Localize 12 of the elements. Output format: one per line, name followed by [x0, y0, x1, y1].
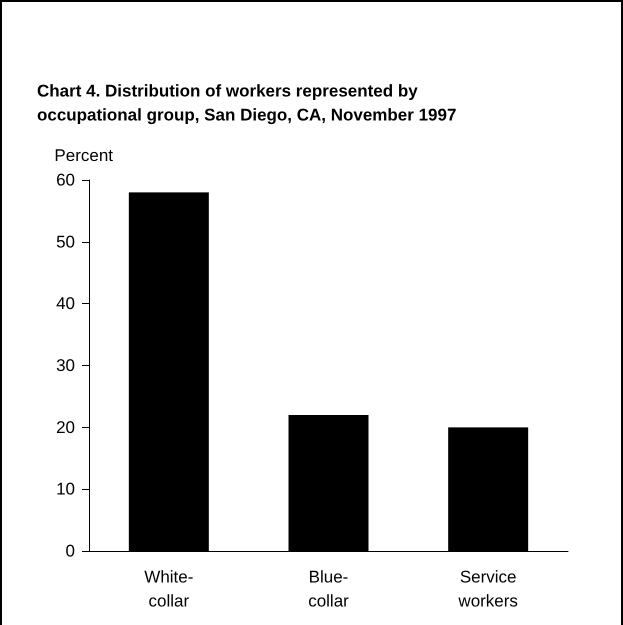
y-tick-label: 20 [56, 418, 75, 437]
y-tick-label: 0 [66, 542, 75, 560]
y-tick-label: 40 [56, 294, 75, 314]
x-tick-label: Blue- collar [308, 568, 350, 610]
y-tick-label: 60 [56, 170, 75, 190]
x-tick-label: White- collar [144, 568, 194, 610]
y-axis-title: Percent [54, 146, 114, 165]
x-tick-label: Service workers [457, 568, 518, 610]
y-tick-label: 30 [56, 356, 75, 375]
chart-title: Chart 4. Distribution of workers represented by occupational group, San Diego, CA, November 1997 [37, 82, 456, 124]
y-tick-label: 50 [56, 232, 75, 252]
y-tick-label: 10 [56, 480, 75, 499]
